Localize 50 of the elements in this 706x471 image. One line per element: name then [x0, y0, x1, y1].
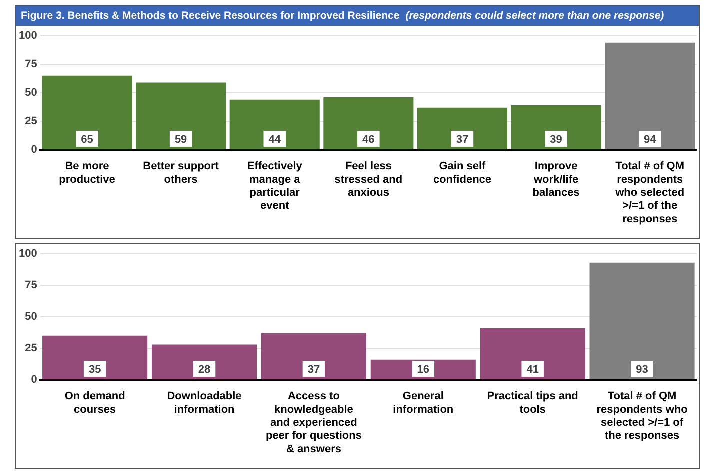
data-label: 35 [88, 364, 102, 376]
y-tick-label: 0 [31, 144, 38, 156]
x-tick-label: Improve work/life balances [532, 160, 580, 200]
chart-subtitle: (respondents could select more than one response) [406, 10, 664, 22]
x-tick-label: Total # of QM respondents who selected >/=1 of the responses [596, 390, 688, 442]
y-tick-label: 25 [25, 116, 38, 128]
chart-title: Figure 3. Benefits & Methods to Receive Resources for Improved Resilience [21, 10, 400, 22]
y-tick-label: 25 [25, 342, 38, 355]
x-tick-label: Gain self confidence [433, 160, 492, 186]
bar [324, 98, 414, 150]
y-tick-label: 0 [31, 374, 38, 386]
bar [136, 82, 226, 150]
data-label: 37 [456, 134, 469, 146]
y-tick-label: 50 [25, 311, 38, 324]
y-tick-label: 50 [25, 87, 38, 100]
data-label: 94 [644, 134, 658, 146]
x-tick-label: Downloadable information [167, 390, 242, 416]
x-tick-label: Better support others [143, 160, 220, 186]
x-tick-label: Access to knowledgeable and experienced peer for questions & answers [266, 390, 362, 456]
data-label: 41 [526, 364, 539, 376]
y-tick-label: 100 [18, 30, 38, 42]
data-label: 44 [268, 134, 282, 146]
x-tick-label: Feel less stressed and anxious [334, 160, 403, 200]
y-tick-label: 75 [25, 280, 38, 292]
x-tick-label: On demand courses [64, 390, 126, 416]
bar [605, 42, 696, 150]
x-tick-label: General information [393, 390, 454, 416]
bar [511, 106, 602, 150]
bar [480, 328, 586, 380]
y-tick-label: 100 [18, 248, 38, 260]
x-tick-label: Practical tips and tools [487, 390, 578, 416]
data-label: 28 [198, 364, 211, 376]
data-label: 59 [174, 134, 188, 146]
y-tick-label: 75 [25, 58, 38, 71]
data-label: 39 [550, 134, 562, 146]
bar [152, 344, 258, 380]
x-tick-label: Total # of QM respondents who selected >/=1 of the responses [614, 160, 685, 226]
bar [42, 76, 132, 150]
x-tick-label: Effectively manage a particular event [247, 160, 304, 212]
data-label: 65 [81, 134, 94, 146]
bar [590, 262, 695, 380]
data-label: 93 [636, 364, 648, 376]
bar [230, 100, 320, 150]
data-label: 46 [362, 134, 375, 146]
data-label: 37 [308, 364, 320, 376]
bar [417, 108, 508, 150]
x-tick-label: Be more productive [59, 160, 116, 186]
bar [261, 333, 366, 380]
data-label: 16 [417, 364, 430, 376]
bar [42, 336, 148, 380]
